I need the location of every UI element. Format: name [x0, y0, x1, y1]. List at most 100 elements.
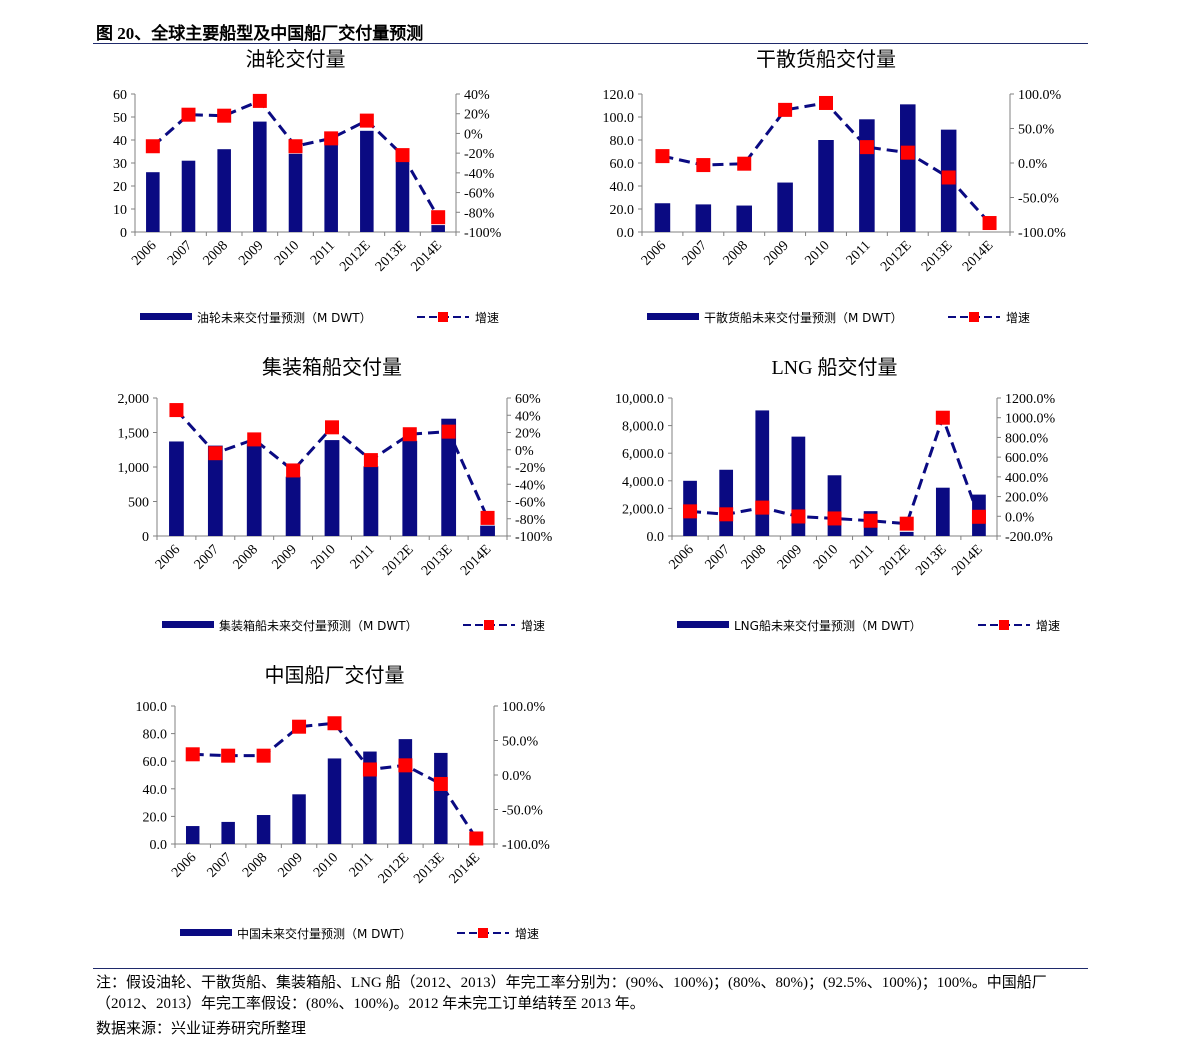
- growth-marker: [431, 210, 446, 225]
- x-tick-label: 2008: [201, 238, 231, 268]
- chart-title: LNG 船交付量: [771, 356, 897, 379]
- bar: [755, 410, 770, 536]
- bar: [221, 821, 235, 844]
- bar: [777, 182, 793, 232]
- right-tick-label: 0.0%: [1018, 157, 1048, 172]
- left-tick-label: 20.0: [143, 810, 168, 825]
- data-source: 数据来源：兴业证券研究所整理: [96, 1021, 307, 1037]
- legend-marker-swatch: [484, 620, 494, 630]
- right-tick-label: 40%: [515, 409, 541, 424]
- bar: [431, 225, 445, 232]
- bar: [217, 149, 231, 232]
- legend-line-label: 增速: [521, 619, 545, 633]
- right-tick-label: 0.0%: [502, 769, 532, 784]
- left-tick-label: 80.0: [610, 134, 635, 149]
- legend-line-label: 增速: [515, 927, 539, 941]
- x-tick-label: 2009: [236, 238, 266, 268]
- growth-marker: [286, 463, 301, 478]
- x-tick-label: 2006: [153, 542, 183, 572]
- bar: [402, 440, 418, 536]
- chart-title: 油轮交付量: [246, 48, 346, 71]
- chart-title: 干散货船交付量: [756, 48, 896, 71]
- x-tick-label: 2010: [308, 542, 338, 572]
- growth-marker: [778, 102, 793, 117]
- bar: [818, 140, 834, 232]
- right-tick-label: 50.0%: [1018, 123, 1055, 138]
- bar: [185, 826, 200, 844]
- left-tick-label: 10,000.0: [615, 392, 664, 407]
- growth-marker: [181, 107, 196, 122]
- chart-svg: LNG 船交付量 0.0 2,000.0 4,000.0 6,000.0 8,000.0 1…: [615, 356, 1060, 633]
- growth-marker: [696, 158, 711, 173]
- left-tick-label: 60.0: [143, 755, 168, 770]
- growth-marker: [217, 108, 232, 123]
- x-tick-label: 2006: [169, 850, 199, 880]
- right-tick-label: 800.0%: [1005, 431, 1049, 446]
- growth-marker: [469, 831, 484, 846]
- legend-bar-swatch: [180, 929, 232, 936]
- chart-svg: 中国船厂交付量 0.0 20.0 40.0 60.0 80.0 100.0 -100.0% -5…: [136, 664, 551, 941]
- legend-line-label: 增速: [475, 311, 499, 325]
- chart-svg: 干散货船交付量 0.0 20.0 40.0 60.0 80.0 100.0 120.0 -100…: [603, 48, 1067, 325]
- left-tick-label: 20.0: [610, 203, 635, 218]
- note-divider: [93, 968, 1088, 969]
- bar: [935, 487, 950, 536]
- bar: [827, 475, 842, 536]
- tanker-delivery-chart: 油轮交付量 0 10 20 30 40 50 60 -100% -80% -60% -40% -20% 0…: [95, 44, 502, 344]
- left-tick-label: 40.0: [610, 180, 635, 195]
- right-tick-label: -50.0%: [1018, 192, 1059, 207]
- right-tick-label: -20%: [515, 461, 546, 476]
- x-tick-label: 2013E: [411, 850, 447, 886]
- left-tick-label: 4,000.0: [622, 475, 664, 490]
- left-tick-label: 40.0: [143, 783, 168, 798]
- right-tick-label: 1200.0%: [1005, 392, 1056, 407]
- legend-bar-label: 干散货船未来交付量预测（M DWT）: [704, 310, 903, 325]
- growth-marker: [791, 509, 806, 524]
- growth-marker: [441, 424, 456, 439]
- title-divider: [93, 43, 1088, 44]
- right-tick-label: 0%: [464, 127, 483, 142]
- bar: [288, 153, 303, 232]
- growth-marker: [325, 420, 339, 435]
- left-tick-label: 30: [113, 157, 127, 172]
- legend-bar-swatch: [647, 313, 699, 320]
- left-tick-label: 8,000.0: [622, 420, 664, 435]
- x-tick-label: 2011: [348, 542, 378, 572]
- growth-marker: [899, 516, 914, 531]
- chart-svg: 油轮交付量 0 10 20 30 40 50 60 -100% -80% -60% -40% -20% 0…: [113, 48, 502, 325]
- right-tick-label: 1000.0%: [1005, 412, 1056, 427]
- bar: [654, 203, 671, 232]
- growth-marker: [221, 748, 236, 763]
- growth-marker: [395, 148, 410, 163]
- right-tick-label: -40%: [515, 478, 546, 493]
- right-tick-label: 60%: [515, 392, 541, 407]
- right-tick-label: 20%: [515, 427, 541, 442]
- x-tick-label: 2010: [311, 850, 341, 880]
- bar: [324, 440, 340, 536]
- x-tick-label: 2008: [739, 542, 769, 572]
- container-ship-delivery-chart: 集装箱船交付量 0 500 1,000 1,500 2,000 -100% -80% -60% -…: [95, 352, 555, 652]
- right-tick-label: 100.0%: [502, 700, 546, 715]
- growth-marker: [655, 149, 670, 164]
- growth-marker: [719, 507, 734, 522]
- bar: [292, 794, 306, 844]
- right-tick-label: -100%: [464, 226, 502, 241]
- left-tick-label: 1,000: [118, 461, 150, 476]
- left-tick-label: 0: [142, 530, 149, 545]
- right-tick-label: 20%: [464, 108, 490, 123]
- bar: [285, 476, 301, 536]
- bar: [253, 121, 267, 232]
- bar: [169, 441, 184, 536]
- legend-bar-swatch: [140, 313, 192, 320]
- legend-marker-swatch: [999, 620, 1009, 630]
- bar: [899, 531, 914, 536]
- right-tick-label: -60%: [515, 496, 546, 511]
- bar: [146, 172, 160, 232]
- x-tick-label: 2010: [802, 238, 832, 268]
- lng-carrier-delivery-chart: LNG 船交付量 0.0 2,000.0 4,000.0 6,000.0 8,000.0 1…: [590, 352, 1070, 652]
- x-tick-label: 2013E: [419, 542, 455, 578]
- right-tick-label: -100.0%: [1018, 226, 1066, 241]
- bar: [395, 160, 410, 232]
- right-tick-label: -40%: [464, 167, 495, 182]
- right-tick-label: -80%: [515, 513, 546, 528]
